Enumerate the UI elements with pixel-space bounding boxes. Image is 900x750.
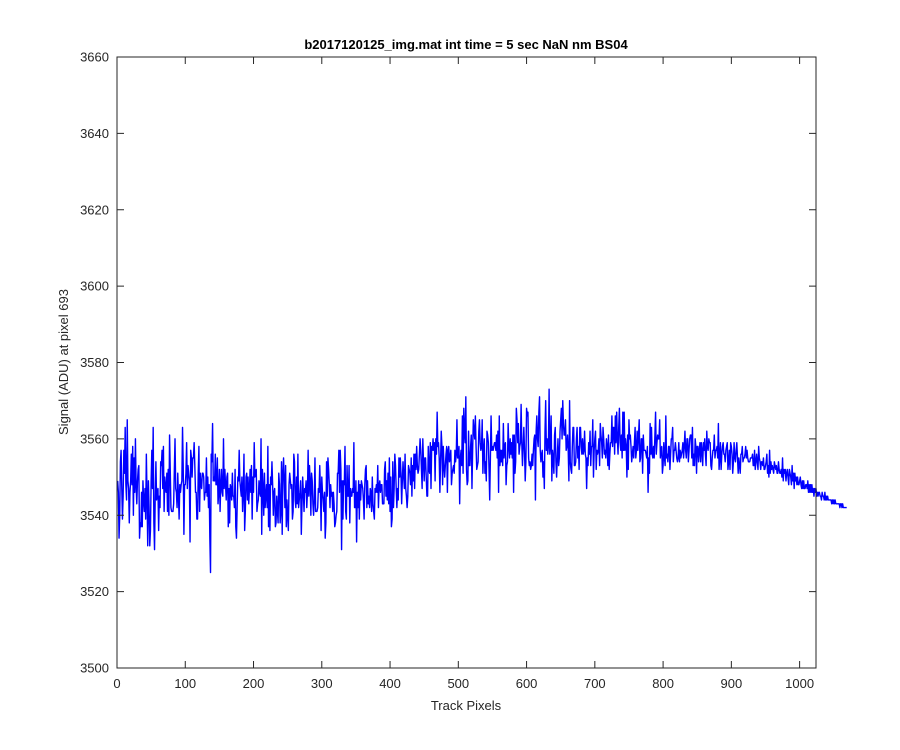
y-tick-label: 3540 xyxy=(80,508,109,523)
x-tick-label: 0 xyxy=(113,676,120,691)
series-line-0 xyxy=(116,388,847,574)
y-tick-label: 3640 xyxy=(80,126,109,141)
x-tick-label: 400 xyxy=(379,676,401,691)
y-tick-label: 3560 xyxy=(80,431,109,446)
chart-title: b2017120125_img.mat int time = 5 sec NaN… xyxy=(304,37,628,52)
y-tick-label: 3660 xyxy=(80,50,109,65)
y-axis-label: Signal (ADU) at pixel 693 xyxy=(56,289,71,435)
x-tick-label: 600 xyxy=(516,676,538,691)
x-tick-label: 500 xyxy=(447,676,469,691)
x-tick-label: 200 xyxy=(243,676,265,691)
y-tick-label: 3520 xyxy=(80,584,109,599)
x-axis: 0 100 200 300 400 500 600 700 800 900 1000 xyxy=(113,57,814,691)
x-tick-label: 100 xyxy=(174,676,196,691)
plot-line-layer xyxy=(116,388,847,574)
y-tick-label: 3600 xyxy=(80,279,109,294)
x-tick-label: 800 xyxy=(652,676,674,691)
x-tick-label: 700 xyxy=(584,676,606,691)
x-tick-label: 300 xyxy=(311,676,333,691)
y-axis: 3500 3520 3540 3560 3580 3600 3620 3640 3660 xyxy=(80,50,816,676)
x-tick-label: 900 xyxy=(721,676,743,691)
y-tick-label: 3580 xyxy=(80,355,109,370)
y-tick-label: 3620 xyxy=(80,202,109,217)
y-tick-label: 3500 xyxy=(80,661,109,676)
x-axis-label: Track Pixels xyxy=(431,698,502,713)
x-tick-label: 1000 xyxy=(785,676,814,691)
